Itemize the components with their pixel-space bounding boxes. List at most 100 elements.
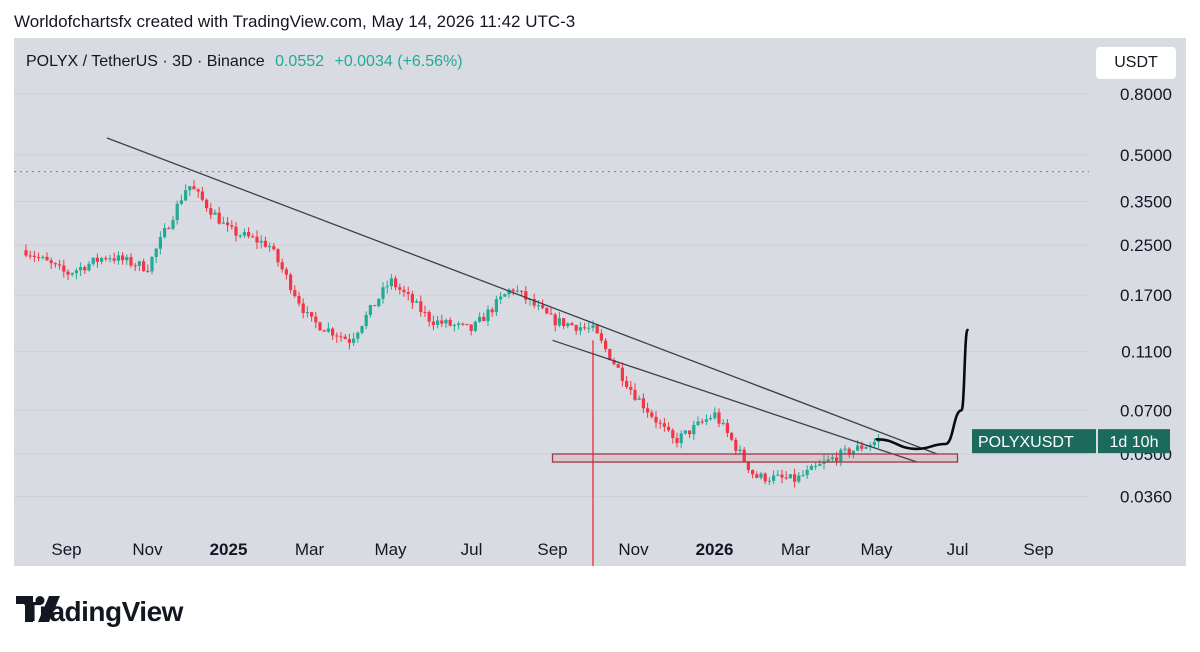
candle-body	[217, 212, 221, 224]
candle-body	[87, 263, 91, 271]
candle-body	[520, 290, 524, 292]
chart-panel[interactable]: 0.8000 0.5000 0.3500 0.2500 0.1700 0.1100 0.07…	[14, 38, 1186, 566]
candle-body	[629, 386, 633, 390]
candle-body	[385, 286, 389, 288]
candle-body	[301, 303, 305, 313]
candle-body	[872, 441, 876, 445]
candle-body	[490, 309, 494, 313]
candle-body	[637, 398, 641, 400]
candle-body	[625, 380, 629, 387]
candle-body	[667, 426, 671, 431]
candle-body	[389, 278, 393, 287]
attribution-header: Worldofchartsfx created with TradingView…	[14, 12, 576, 31]
candle-body	[188, 186, 192, 191]
candle-body	[167, 228, 171, 230]
candle-body	[297, 296, 301, 304]
candle-body	[616, 364, 620, 368]
candle-body	[440, 320, 444, 324]
candle-body	[276, 249, 280, 263]
y-tick-label: 0.1700	[1120, 286, 1172, 305]
candle-body	[28, 255, 32, 257]
drawings	[14, 137, 1089, 463]
candle-body	[469, 324, 473, 331]
candle-body	[839, 449, 843, 462]
x-tick-label: Mar	[295, 540, 325, 559]
candle-body	[562, 318, 566, 327]
candle-body	[142, 261, 146, 271]
candle-body	[238, 235, 242, 237]
candle-body	[612, 360, 616, 365]
candle-body	[587, 327, 591, 329]
candle-body	[150, 256, 154, 272]
candle-body	[784, 477, 788, 479]
candle-body	[444, 319, 448, 324]
candle-body	[755, 474, 759, 478]
x-tick-label: May	[860, 540, 893, 559]
candle-body	[767, 480, 771, 482]
candle-body	[251, 236, 255, 238]
candle-body	[864, 447, 868, 449]
candle-body	[734, 439, 738, 451]
candle-body	[696, 421, 700, 425]
candle-body	[272, 246, 276, 250]
y-tick-label: 0.3500	[1120, 192, 1172, 211]
y-tick-label: 0.1100	[1121, 343, 1172, 362]
candle-body	[95, 257, 99, 262]
candle-body	[230, 225, 234, 227]
candle-body	[746, 461, 750, 471]
candle-body	[293, 290, 297, 297]
candle-body	[305, 312, 309, 314]
candle-body	[826, 459, 830, 462]
candle-body	[830, 457, 834, 460]
candle-body	[154, 248, 158, 257]
candle-body	[377, 298, 381, 306]
candle-body	[184, 190, 188, 201]
price-tag-countdown-box	[1098, 429, 1170, 454]
candle-body	[599, 333, 603, 341]
candle-body	[209, 208, 213, 215]
candle-body	[553, 314, 557, 326]
candle-body	[805, 469, 809, 476]
candle-body	[100, 258, 104, 262]
candle-body	[742, 449, 746, 462]
last-price: 0.0552	[275, 53, 325, 70]
candle-body	[121, 255, 125, 261]
candle-body	[360, 326, 364, 333]
candle-body	[700, 421, 704, 423]
candle-body	[234, 226, 238, 236]
candle-body	[646, 408, 650, 413]
candle-body	[347, 339, 351, 343]
candle-body	[793, 474, 797, 482]
candle-body	[79, 267, 83, 271]
grid-lines	[14, 93, 1089, 498]
candle-body	[91, 257, 95, 264]
candle-body	[692, 424, 696, 435]
candle-body	[814, 465, 818, 467]
candle-body	[683, 430, 687, 434]
candle-body	[137, 261, 141, 266]
candle-body	[604, 340, 608, 350]
candle-body	[557, 318, 561, 326]
candle-body	[343, 336, 347, 340]
candle-body	[226, 222, 230, 226]
price-chart[interactable]: 0.8000 0.5000 0.3500 0.2500 0.1700 0.1100 0.07…	[14, 38, 1186, 566]
candle-body	[410, 293, 414, 303]
candle-body	[66, 271, 70, 275]
candle-body	[192, 186, 196, 190]
candle-body	[759, 473, 763, 478]
candle-body	[280, 262, 284, 270]
candle-body	[494, 299, 498, 313]
candle-body	[125, 257, 129, 261]
candle-body	[339, 336, 343, 338]
currency-unit-button[interactable]: USDT	[1096, 47, 1176, 79]
candle-body	[112, 258, 116, 261]
x-tick-label: Nov	[618, 540, 649, 559]
candle-body	[595, 325, 599, 334]
candle-body	[373, 305, 377, 307]
price-tag-symbol: POLYXUSDT	[978, 434, 1074, 451]
x-axis: Sep Nov 2025 Mar May Jul Sep Nov 2026 Mar May Jul Se…	[51, 540, 1053, 559]
candle-body	[851, 450, 855, 455]
candle-body	[431, 321, 435, 325]
candle-body	[654, 416, 658, 423]
candle-body	[709, 417, 713, 420]
